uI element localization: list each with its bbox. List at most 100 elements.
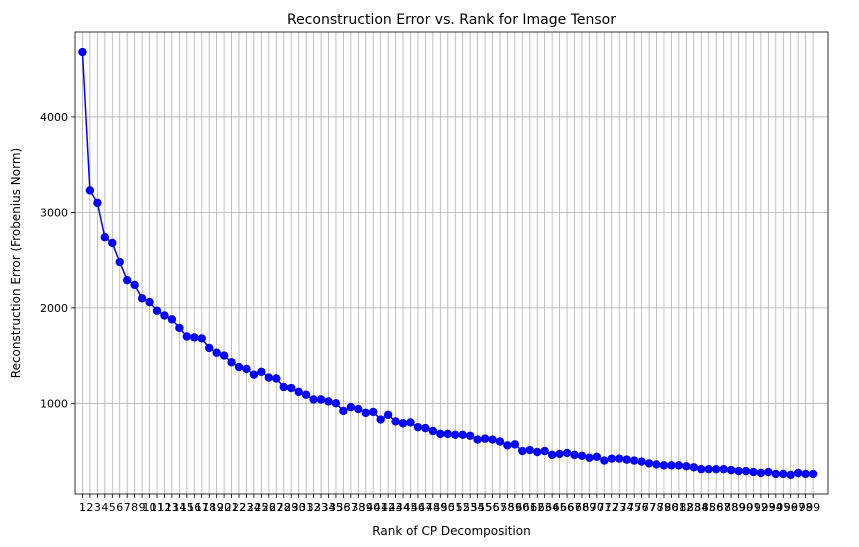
series-markers (78, 47, 818, 480)
x-tick-label: 93 (761, 501, 775, 514)
data-point (227, 358, 236, 367)
data-point (622, 455, 631, 464)
x-tick-label: 2 (86, 501, 93, 514)
x-tick-label: 72 (605, 501, 619, 514)
x-tick-label: 87 (717, 501, 731, 514)
data-point (525, 445, 534, 455)
data-point (204, 343, 214, 353)
data-point (659, 461, 669, 470)
data-point (495, 437, 505, 446)
x-axis-label: Rank of CP Decomposition (372, 524, 530, 538)
x-tick-label: 70 (590, 501, 604, 514)
data-point (674, 461, 684, 470)
data-point (294, 387, 303, 397)
x-tick-label: 27 (269, 501, 283, 514)
data-point (547, 450, 557, 460)
data-point (734, 466, 743, 476)
x-tick-label: 35 (329, 501, 343, 514)
data-point (689, 463, 699, 472)
x-tick-label: 57 (493, 501, 507, 514)
x-tick-label: 84 (694, 501, 708, 514)
x-tick-label: 1 (79, 501, 86, 514)
x-tick-label: 91 (746, 501, 760, 514)
x-tick-label: 85 (702, 501, 716, 514)
x-tick-label: 73 (612, 501, 626, 514)
x-tick-label: 29 (284, 501, 298, 514)
x-tick-label: 45 (403, 501, 417, 514)
x-tick-label: 7 (124, 501, 131, 514)
data-point (167, 315, 177, 324)
data-point (577, 451, 587, 461)
data-point (339, 406, 348, 416)
data-point (242, 364, 251, 374)
data-point (451, 430, 460, 440)
data-point (354, 404, 363, 414)
x-tick-label: 92 (754, 501, 768, 514)
data-point (279, 382, 288, 392)
data-point (607, 454, 616, 463)
x-tick-label: 98 (799, 501, 813, 514)
data-point (85, 186, 95, 195)
x-tick-label: 43 (389, 501, 403, 514)
x-tick-label: 51 (448, 501, 462, 514)
x-gridlines (82, 32, 814, 494)
x-tick-label: 15 (180, 501, 194, 514)
data-point (533, 447, 542, 457)
x-tick-label: 23 (239, 501, 253, 514)
x-tick-label: 53 (463, 501, 477, 514)
data-point (600, 456, 609, 465)
data-point (324, 397, 333, 406)
x-tick-label: 14 (172, 501, 186, 514)
data-point (436, 429, 445, 439)
x-tick-label: 67 (568, 501, 582, 514)
x-tick-label: 9 (139, 501, 146, 514)
x-tick-label: 16 (187, 501, 201, 514)
data-point (219, 351, 229, 360)
data-point (771, 469, 781, 479)
x-tick-label: 65 (553, 501, 567, 514)
x-tick-label: 61 (523, 501, 537, 514)
data-point (122, 275, 132, 285)
data-point (190, 333, 199, 342)
x-tick-label: 64 (545, 501, 559, 514)
x-tick-label: 54 (471, 501, 485, 514)
data-point (443, 429, 452, 439)
data-point (801, 469, 810, 479)
x-tick-label: 66 (560, 501, 574, 514)
x-tick-label: 97 (791, 501, 805, 514)
x-tick-label: 60 (515, 501, 529, 514)
data-point (309, 395, 318, 404)
data-point (697, 464, 706, 474)
x-tick-label: 86 (709, 501, 723, 514)
x-tick-label: 8 (131, 501, 138, 514)
data-point (652, 460, 661, 469)
data-point (473, 435, 482, 444)
x-tick-label: 88 (724, 501, 738, 514)
x-tick-label: 28 (277, 501, 291, 514)
y-axis-ticks: 1000 2000 3000 4000 (40, 111, 75, 410)
x-tick-label: 41 (374, 501, 388, 514)
data-point (331, 399, 341, 408)
data-point (182, 332, 192, 341)
data-point (562, 448, 572, 458)
x-tick-label: 80 (664, 501, 678, 514)
x-tick-label: 24 (247, 501, 261, 514)
data-point (152, 306, 162, 315)
x-tick-label: 89 (732, 501, 746, 514)
x-tick-label: 10 (143, 501, 157, 514)
data-point (137, 294, 147, 303)
x-tick-label: 46 (411, 501, 425, 514)
data-point (264, 373, 274, 382)
x-tick-label: 39 (359, 501, 373, 514)
x-tick-label: 77 (642, 501, 656, 514)
x-tick-label: 32 (307, 501, 321, 514)
data-point (592, 452, 602, 461)
x-tick-label: 74 (620, 501, 634, 514)
x-tick-label: 30 (292, 501, 306, 514)
x-tick-label: 48 (426, 501, 440, 514)
data-point (488, 435, 497, 444)
x-tick-label: 52 (456, 501, 470, 514)
data-point (301, 390, 311, 399)
data-point (480, 434, 490, 443)
data-point (682, 462, 691, 471)
